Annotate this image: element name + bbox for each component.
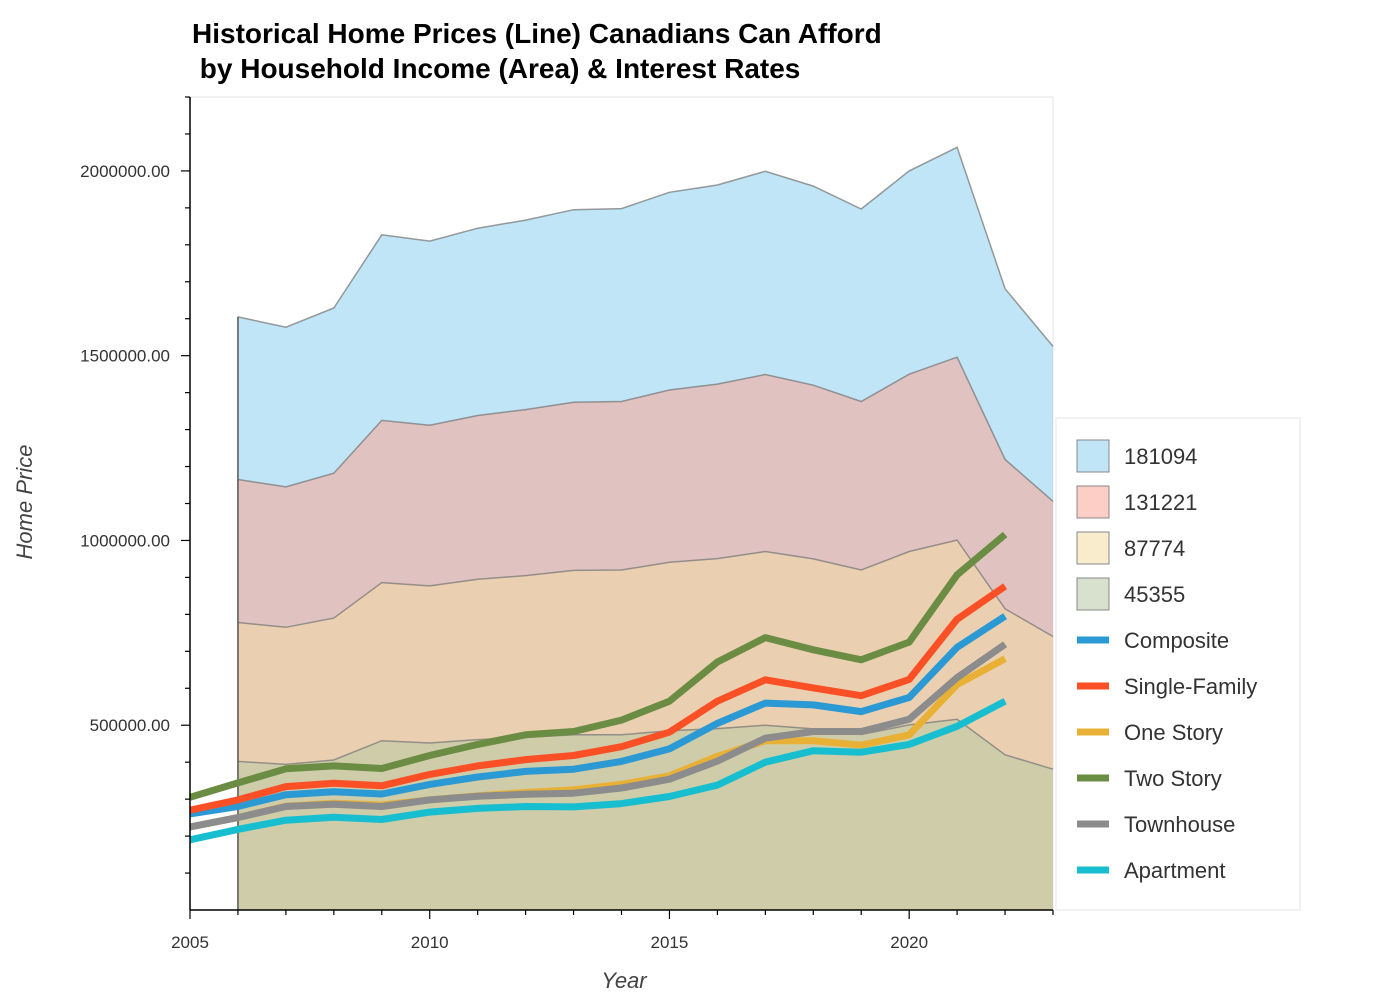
- legend-label-87774: 87774: [1124, 536, 1185, 561]
- legend-label-One Story: One Story: [1124, 720, 1223, 745]
- legend-label-Composite: Composite: [1124, 628, 1229, 653]
- legend-swatch-87774: [1076, 531, 1110, 565]
- line-Apartment: [189, 698, 1007, 844]
- legend-label-Single-Family: Single-Family: [1124, 674, 1257, 699]
- legend-label-Townhouse: Townhouse: [1124, 812, 1235, 837]
- legend-label-Two Story: Two Story: [1124, 766, 1222, 791]
- plot-area: [188, 96, 1054, 911]
- y-tick-label: 500000.00: [90, 716, 170, 735]
- legend-label-131221: 131221: [1124, 490, 1197, 515]
- legend-swatch-181094: [1076, 439, 1110, 473]
- area-edge-181094: [237, 146, 1054, 347]
- legend-label-181094: 181094: [1124, 444, 1197, 469]
- x-axis-label: Year: [601, 968, 648, 993]
- legend: 181094 131221 87774 45355 Composite Single-Fa…: [1055, 417, 1301, 911]
- x-tick-label: 2005: [171, 933, 209, 952]
- line-Townhouse: [189, 641, 1008, 831]
- y-tick-label: 2000000.00: [80, 162, 170, 181]
- legend-swatch-131221: [1076, 485, 1110, 519]
- area-edge-87774: [237, 539, 1054, 638]
- line-Two Story: [188, 531, 1008, 801]
- legend-swatch-45355: [1076, 577, 1110, 611]
- chart-title-line-2: by Household Income (Area) & Interest Ra…: [192, 53, 800, 84]
- x-tick-label: 2015: [651, 933, 689, 952]
- y-tick-label: 1500000.00: [80, 347, 170, 366]
- area-edge-131221: [237, 356, 1054, 502]
- y-axis-label: Home Price: [12, 445, 37, 560]
- legend-label-45355: 45355: [1124, 582, 1185, 607]
- x-axis: 2005 2010 2015 2020: [171, 909, 1054, 952]
- y-tick-label: 1000000.00: [80, 531, 170, 550]
- x-tick-label: 2010: [411, 933, 449, 952]
- x-tick-label: 2020: [890, 933, 928, 952]
- area-45355: [237, 719, 1053, 910]
- y-axis: 500000.00 1000000.00 1500000.00 2000000.00: [80, 96, 191, 910]
- chart-title-line-1: Historical Home Prices (Line) Canadians …: [192, 18, 882, 49]
- legend-label-Apartment: Apartment: [1124, 858, 1226, 883]
- line-Single-Family: [189, 583, 1008, 814]
- line-Composite: [189, 613, 1008, 818]
